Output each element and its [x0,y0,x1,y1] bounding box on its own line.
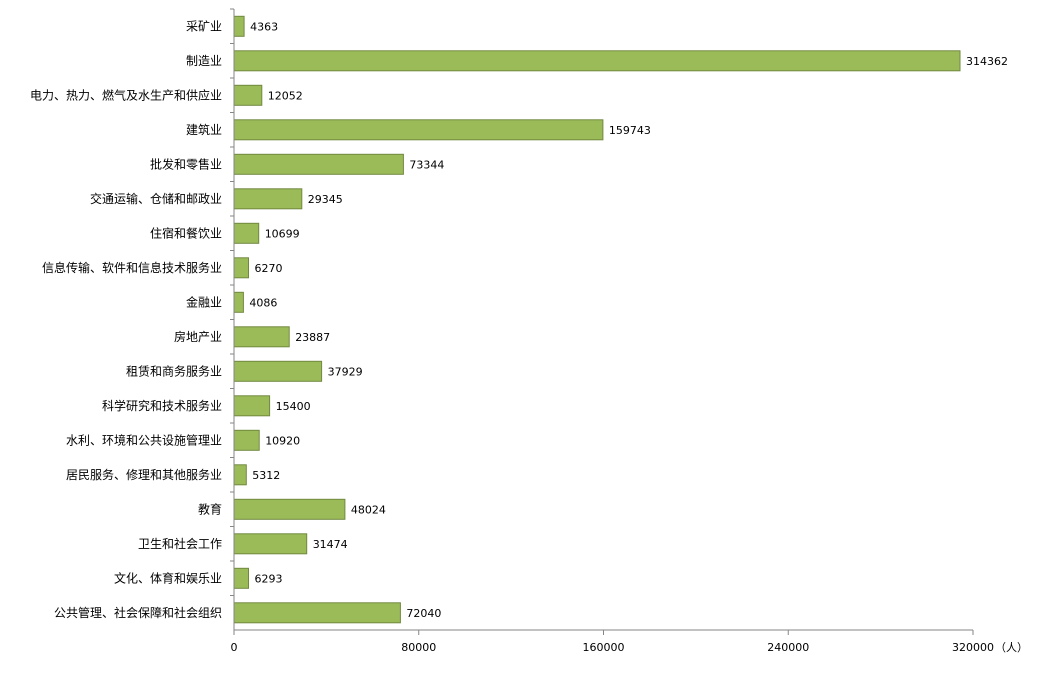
data-label: 6293 [255,572,283,585]
x-unit-label: （人） [995,641,1028,654]
bar [233,395,271,417]
data-label: 73344 [409,158,444,171]
category-label: 交通运输、仓储和邮政业 [90,191,222,206]
category-label: 公共管理、社会保障和社会组织 [54,605,222,620]
x-tick-label: 320000 [952,641,994,654]
category-label: 卫生和社会工作 [138,536,222,551]
x-tick-label: 0 [231,641,238,654]
bar [233,188,303,210]
category-label: 建筑业 [186,122,222,137]
x-tick-label: 240000 [767,641,809,654]
data-label: 12052 [268,89,303,102]
bar [233,84,263,106]
category-label: 制造业 [186,54,222,68]
category-label: 住宿和餐饮业 [150,225,222,240]
data-label: 15400 [276,400,311,413]
bar [233,464,247,486]
category-label: 批发和零售业 [150,156,222,171]
bar [233,360,323,382]
category-label: 采矿业 [186,19,222,33]
data-label: 72040 [406,607,441,620]
data-label: 31474 [313,538,348,551]
category-label: 教育 [198,501,222,516]
category-label: 房地产业 [174,329,222,344]
data-label: 10699 [265,227,300,240]
category-label: 信息传输、软件和信息技术服务业 [42,260,222,275]
bar [233,222,260,244]
data-label: 6270 [255,262,283,275]
bar [233,429,260,451]
data-label: 10920 [265,434,300,447]
category-label: 居民服务、修理和其他服务业 [66,467,222,482]
bar [233,119,604,141]
bar [233,291,244,313]
data-label: 29345 [308,193,343,206]
category-label: 租赁和商务服务业 [126,363,222,378]
bar [233,533,308,555]
bar [233,257,249,279]
data-label: 23887 [295,331,330,344]
data-label: 4086 [249,296,277,309]
bar [233,50,961,72]
data-label: 314362 [966,55,1008,68]
x-tick-label: 160000 [583,641,625,654]
category-label: 金融业 [186,294,222,309]
bar [233,15,245,37]
bar [233,153,404,175]
data-label: 4363 [250,20,278,33]
data-label: 159743 [609,124,651,137]
data-label: 5312 [252,469,280,482]
bar [233,602,401,624]
bar [233,498,346,520]
data-label: 48024 [351,503,386,516]
bar [233,567,249,589]
data-label: 37929 [328,365,363,378]
bar [233,326,290,348]
category-label: 电力、热力、燃气及水生产和供应业 [30,87,222,102]
category-label: 科学研究和技术服务业 [102,398,222,413]
x-tick-label: 80000 [401,641,436,654]
category-label: 文化、体育和娱乐业 [114,570,222,585]
category-label: 水利、环境和公共设施管理业 [66,432,222,447]
